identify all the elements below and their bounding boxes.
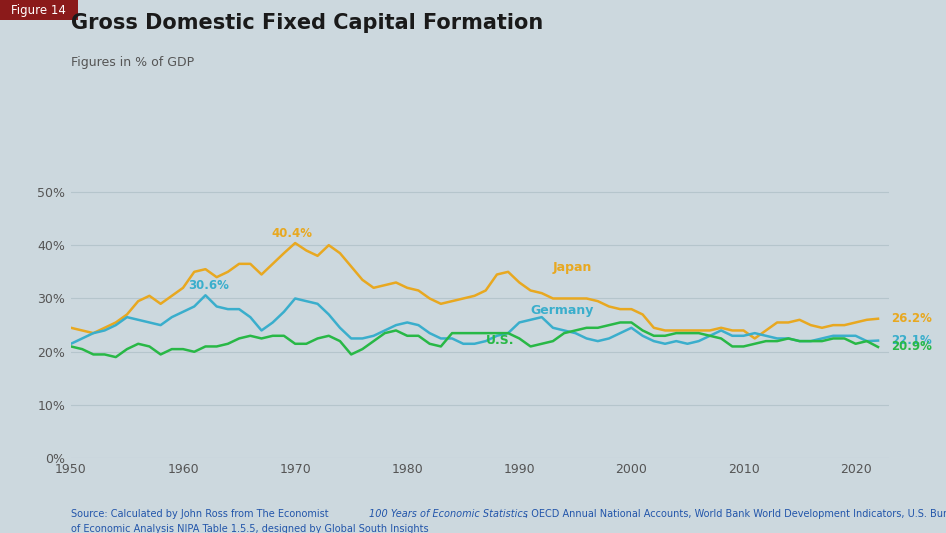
Text: 22.1%: 22.1% [891, 334, 932, 347]
Text: U.S.: U.S. [485, 334, 515, 347]
Text: Germany: Germany [531, 304, 594, 318]
Text: 100 Years of Economic Statistics: 100 Years of Economic Statistics [369, 509, 528, 519]
Text: 40.4%: 40.4% [272, 227, 312, 240]
Text: Japan: Japan [553, 261, 592, 274]
Text: 26.2%: 26.2% [891, 312, 933, 325]
Text: Gross Domestic Fixed Capital Formation: Gross Domestic Fixed Capital Formation [71, 13, 543, 34]
Text: of Economic Analysis NIPA Table 1.5.5, designed by Global South Insights: of Economic Analysis NIPA Table 1.5.5, d… [71, 524, 429, 533]
Text: Figures in % of GDP: Figures in % of GDP [71, 56, 194, 69]
Text: 30.6%: 30.6% [188, 279, 229, 292]
Text: , OECD Annual National Accounts, World Bank World Development Indicators, U.S. B: , OECD Annual National Accounts, World B… [525, 509, 946, 519]
Text: Source: Calculated by John Ross from The Economist: Source: Calculated by John Ross from The… [71, 509, 332, 519]
Text: 20.9%: 20.9% [891, 341, 933, 353]
Text: Figure 14: Figure 14 [11, 4, 66, 17]
